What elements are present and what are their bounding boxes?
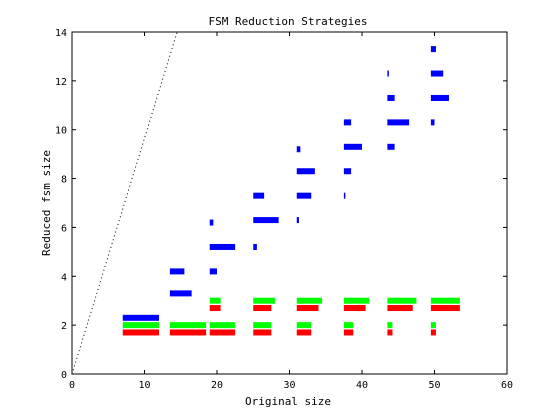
blue-segment	[343, 119, 352, 126]
y-tick-label: 8	[61, 175, 67, 186]
green-segment	[296, 297, 323, 304]
green-segment	[387, 322, 393, 329]
blue-segment	[253, 192, 265, 199]
blue-segment	[209, 268, 217, 275]
blue-segment	[122, 314, 159, 321]
red-segment	[209, 329, 236, 336]
y-tick-label: 0	[61, 370, 67, 381]
blue-segment	[387, 94, 395, 101]
blue-segment	[209, 219, 214, 226]
y-tick-label: 14	[55, 28, 67, 39]
green-segment	[122, 322, 159, 329]
red-segment	[296, 329, 312, 336]
blue-segment	[343, 168, 352, 175]
blue-segment	[387, 70, 389, 77]
chart-title: FSM Reduction Strategies	[209, 15, 368, 28]
green-segment	[296, 322, 312, 329]
blue-segment	[169, 290, 192, 297]
red-segment	[122, 329, 159, 336]
y-tick-label: 2	[61, 321, 67, 332]
blue-segment	[430, 119, 435, 126]
red-segment	[296, 305, 319, 312]
y-axis-label: Reduced fsm size	[40, 150, 53, 256]
red-segment	[387, 305, 413, 312]
green-segment	[387, 297, 417, 304]
green-segment	[209, 297, 221, 304]
green-segment	[253, 322, 272, 329]
red-segment	[343, 329, 354, 336]
axis-ticks: 0 10 20 30 40 50 60 0 2 4 6 8 10 12 14	[55, 28, 513, 391]
y-tick-label: 4	[61, 272, 67, 283]
blue-segment	[253, 217, 279, 224]
blue-segment	[387, 143, 395, 150]
green-segment	[169, 322, 207, 329]
x-tick-label: 60	[501, 380, 513, 391]
blue-segment	[253, 243, 257, 250]
x-tick-label: 50	[428, 380, 440, 391]
x-tick-label: 0	[69, 380, 75, 391]
blue-segment	[343, 192, 346, 199]
green-segment	[430, 297, 460, 304]
x-axis-label: Original size	[245, 395, 331, 408]
red-segment	[169, 329, 207, 336]
green-segment	[343, 297, 370, 304]
red-segment	[253, 329, 272, 336]
blue-segment	[430, 94, 449, 101]
x-tick-label: 10	[138, 380, 150, 391]
x-tick-label: 30	[283, 380, 295, 391]
green-segment	[209, 322, 236, 329]
blue-segment	[430, 70, 444, 77]
red-segment	[253, 305, 272, 312]
green-segment	[343, 322, 354, 329]
y-tick-label: 10	[55, 126, 67, 137]
blue-segment	[343, 143, 362, 150]
blue-segment	[430, 46, 436, 53]
blue-segment	[296, 192, 312, 199]
red-segment	[343, 305, 366, 312]
green-segment	[430, 322, 436, 329]
green-segment	[253, 297, 275, 304]
plot-marks	[71, 31, 460, 375]
blue-segment	[387, 119, 410, 126]
blue-segment	[296, 217, 299, 224]
red-segment	[387, 329, 393, 336]
blue-segment	[296, 146, 301, 153]
red-segment	[430, 305, 460, 312]
blue-segment	[296, 168, 315, 175]
red-segment	[430, 329, 436, 336]
x-tick-label: 40	[356, 380, 368, 391]
blue-segment	[169, 268, 185, 275]
y-tick-label: 6	[61, 223, 67, 234]
y-tick-label: 12	[55, 77, 67, 88]
blue-segment	[209, 243, 236, 250]
red-segment	[209, 305, 221, 312]
x-tick-label: 20	[211, 380, 223, 391]
